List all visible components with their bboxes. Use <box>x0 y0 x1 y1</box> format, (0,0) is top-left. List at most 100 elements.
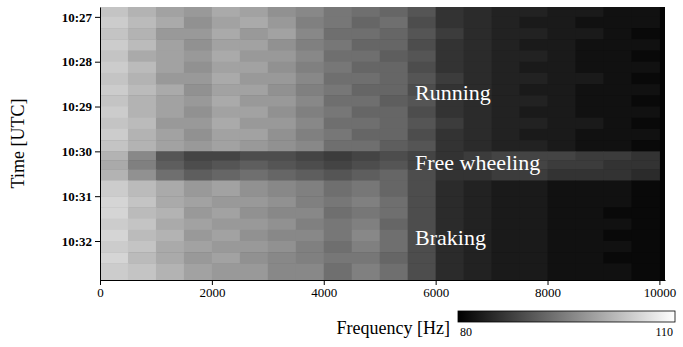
cell <box>212 95 240 107</box>
cell <box>268 180 296 196</box>
cell <box>100 151 128 160</box>
cell <box>268 50 296 62</box>
cell <box>603 7 631 17</box>
cell <box>268 129 296 141</box>
y-tick-mark <box>95 241 100 242</box>
cell <box>268 169 296 181</box>
cell <box>436 107 464 119</box>
cell <box>631 39 659 51</box>
cell <box>184 39 212 51</box>
cell <box>324 252 352 264</box>
cell <box>464 107 492 119</box>
cell <box>408 50 436 62</box>
cell <box>184 7 212 17</box>
cell <box>100 207 128 219</box>
cell <box>128 169 156 181</box>
cell <box>436 263 464 280</box>
annotation: Running <box>415 80 491 105</box>
cell <box>464 263 492 280</box>
cell <box>212 118 240 130</box>
cell <box>240 180 268 196</box>
cell <box>100 252 128 264</box>
cell <box>184 17 212 29</box>
cell <box>100 28 128 40</box>
cell <box>128 62 156 74</box>
cell <box>436 7 464 17</box>
y-axis: 10:2710:2810:2910:3010:3110:32 <box>62 8 101 281</box>
cell <box>212 84 240 96</box>
cell <box>240 129 268 141</box>
cell <box>575 118 603 130</box>
cell <box>603 84 631 96</box>
cell <box>380 219 408 231</box>
cell <box>631 252 659 264</box>
cell <box>100 7 128 17</box>
y-tick-mark <box>95 107 100 108</box>
cell <box>631 230 659 242</box>
cell <box>324 180 352 196</box>
cell <box>492 230 520 242</box>
cell <box>184 140 212 152</box>
cell <box>240 95 268 107</box>
cell <box>268 219 296 231</box>
cell <box>184 129 212 141</box>
cell <box>352 252 380 264</box>
x-tick: 0 <box>97 280 104 300</box>
cell <box>100 107 128 119</box>
cell <box>631 62 659 74</box>
cell <box>184 84 212 96</box>
cell <box>128 263 156 280</box>
cell <box>631 207 659 219</box>
cell <box>631 219 659 231</box>
cell <box>268 17 296 29</box>
cell <box>100 263 128 280</box>
cell <box>548 39 576 51</box>
cell <box>575 50 603 62</box>
cell <box>352 140 380 152</box>
cell <box>492 7 520 17</box>
cell <box>100 129 128 141</box>
cell <box>296 107 324 119</box>
cell <box>603 230 631 242</box>
cell <box>575 207 603 219</box>
cell <box>548 230 576 242</box>
cell <box>100 196 128 208</box>
cell <box>296 17 324 29</box>
cell <box>296 95 324 107</box>
cell <box>548 252 576 264</box>
x-tick: 10000 <box>644 280 677 300</box>
cell <box>408 39 436 51</box>
cell <box>408 196 436 208</box>
cell <box>100 73 128 85</box>
cell <box>184 196 212 208</box>
cell <box>296 129 324 141</box>
cell <box>240 230 268 242</box>
cell <box>184 263 212 280</box>
cell <box>240 62 268 74</box>
cell <box>128 180 156 196</box>
cell <box>156 118 184 130</box>
cell <box>100 230 128 242</box>
cell <box>408 107 436 119</box>
cell <box>575 252 603 264</box>
cell <box>575 160 603 169</box>
cell <box>184 219 212 231</box>
cell <box>492 62 520 74</box>
cell <box>548 241 576 253</box>
cell <box>184 118 212 130</box>
cell <box>436 252 464 264</box>
cell <box>520 62 548 74</box>
cell <box>603 169 631 181</box>
cell <box>240 160 268 169</box>
cell <box>575 84 603 96</box>
cell <box>548 180 576 196</box>
cell <box>548 73 576 85</box>
y-tick-label: 10:31 <box>62 189 92 204</box>
cell <box>184 169 212 181</box>
cell <box>128 140 156 152</box>
cell <box>631 107 659 119</box>
y-tick: 10:30 <box>62 144 100 159</box>
cell <box>240 50 268 62</box>
cell <box>156 151 184 160</box>
cell <box>100 140 128 152</box>
